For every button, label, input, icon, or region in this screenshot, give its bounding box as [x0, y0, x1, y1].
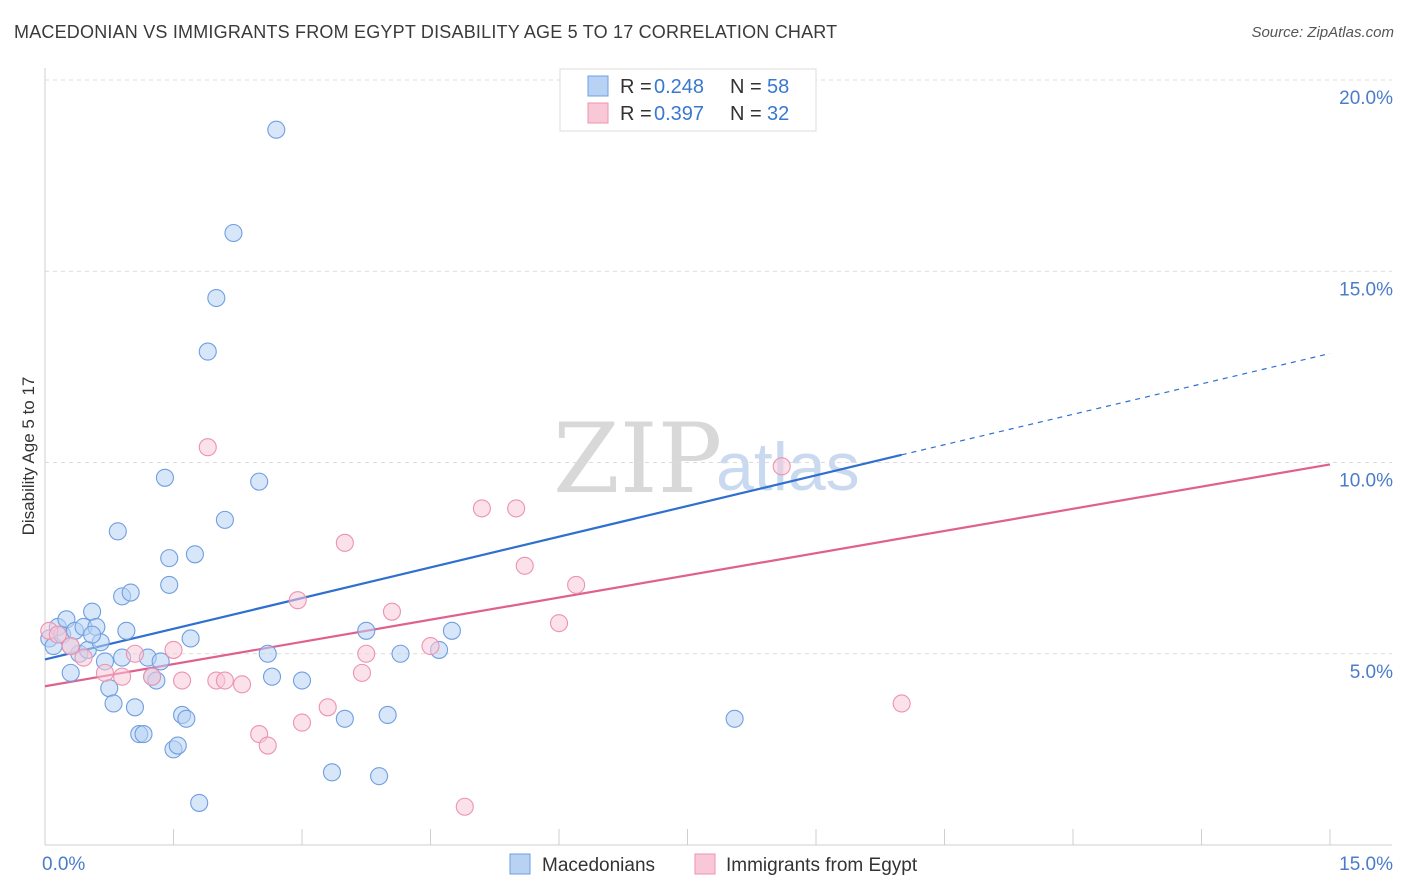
point-egypt: [421, 637, 440, 656]
point-egypt: [74, 648, 93, 667]
point-macedonians: [121, 583, 140, 602]
point-macedonians: [215, 510, 234, 529]
legend-r-value-1: 0.248: [654, 76, 704, 98]
legend-swatch-egypt: [587, 102, 609, 124]
point-egypt: [95, 663, 115, 682]
series-legend: Macedonians Immigrants from Egypt: [509, 853, 918, 876]
point-macedonians: [370, 767, 389, 786]
y-axis-label: Disability Age 5 to 17: [19, 377, 38, 536]
point-egypt: [292, 713, 312, 732]
point-macedonians: [335, 709, 354, 728]
gridlines: [45, 79, 1392, 655]
point-macedonians: [117, 621, 136, 640]
point-macedonians: [151, 652, 170, 671]
legend-r-key-1: R =: [620, 76, 652, 98]
point-macedonians: [725, 709, 744, 728]
point-macedonians: [181, 629, 200, 648]
point-macedonians: [207, 288, 226, 308]
correlation-legend: R = 0.248 N = 58 R = 0.397 N = 32: [559, 68, 817, 132]
point-macedonians: [262, 667, 282, 686]
bottom-legend-swatch-macedonians: [509, 853, 531, 875]
bottom-legend-swatch-egypt: [694, 853, 716, 875]
point-egypt: [335, 533, 354, 552]
y-tick-label: 20.0%: [1339, 88, 1393, 109]
chart-title: MACEDONIAN VS IMMIGRANTS FROM EGYPT DISA…: [14, 22, 838, 42]
point-egypt: [61, 637, 80, 656]
point-egypt: [357, 644, 376, 663]
bottom-legend-label-egypt: Immigrants from Egypt: [726, 855, 918, 876]
point-macedonians: [442, 621, 461, 640]
point-egypt: [164, 640, 183, 659]
point-macedonians: [168, 736, 187, 755]
y-tick-label: 10.0%: [1339, 471, 1393, 492]
x-tick-label-max: 15.0%: [1339, 854, 1393, 875]
point-macedonians: [155, 468, 174, 487]
watermark-zip: ZIP: [553, 403, 722, 515]
point-macedonians: [134, 725, 153, 744]
legend-r-key-2: R =: [620, 103, 652, 125]
trend-lines: [44, 352, 1331, 688]
legend-swatch-macedonians: [587, 75, 609, 97]
point-egypt: [288, 591, 307, 610]
point-egypt: [113, 667, 132, 686]
legend-n-key-1: N =: [730, 76, 762, 98]
point-egypt: [382, 602, 402, 621]
point-egypt: [515, 556, 534, 575]
point-egypt: [258, 736, 277, 755]
x-tick-label-min: 0.0%: [42, 854, 85, 875]
bottom-legend-label-macedonians: Macedonians: [542, 855, 655, 876]
point-macedonians: [198, 342, 217, 361]
point-macedonians: [267, 120, 286, 139]
point-egypt: [892, 694, 911, 713]
point-macedonians: [250, 472, 269, 491]
point-egypt: [143, 667, 162, 686]
point-egypt: [772, 457, 791, 476]
point-macedonians: [357, 621, 376, 640]
trend-extension-macedonians: [901, 352, 1331, 456]
point-egypt: [215, 671, 234, 690]
point-macedonians: [185, 545, 204, 564]
point-macedonians: [391, 644, 410, 663]
trend-line-egypt: [44, 463, 1331, 688]
point-macedonians: [125, 698, 144, 717]
legend-n-value-2: 32: [767, 103, 789, 125]
point-egypt: [507, 499, 526, 518]
point-macedonians: [83, 625, 102, 644]
point-egypt: [567, 575, 586, 594]
legend-n-key-2: N =: [730, 103, 762, 125]
point-macedonians: [61, 663, 80, 682]
legend-n-value-1: 58: [767, 76, 789, 98]
y-tick-label: 5.0%: [1350, 662, 1393, 683]
axes: [44, 68, 1392, 846]
point-macedonians: [322, 763, 342, 782]
point-macedonians: [258, 644, 277, 663]
tick-labels: 5.0% 10.0% 15.0% 20.0% 0.0% 15.0%: [42, 88, 1393, 875]
legend-r-value-2: 0.397: [654, 103, 704, 125]
point-macedonians: [224, 223, 243, 243]
point-egypt: [198, 438, 217, 457]
point-egypt: [173, 671, 192, 690]
point-egypt: [125, 644, 144, 663]
point-egypt: [549, 614, 569, 633]
point-macedonians: [160, 575, 179, 594]
point-macedonians: [104, 694, 123, 713]
point-egypt: [232, 675, 252, 694]
point-macedonians: [83, 602, 102, 621]
y-tick-label: 15.0%: [1339, 279, 1393, 300]
point-egypt: [48, 625, 67, 644]
point-macedonians: [378, 705, 397, 725]
point-macedonians: [160, 549, 179, 568]
point-macedonians: [292, 671, 312, 690]
point-macedonians: [190, 793, 209, 812]
point-macedonians: [108, 522, 127, 541]
point-egypt: [318, 698, 337, 717]
data-points: [40, 120, 911, 816]
point-egypt: [472, 499, 491, 518]
chart-source: Source: ZipAtlas.com: [1251, 24, 1394, 41]
trend-line-macedonians: [44, 453, 902, 661]
point-macedonians: [177, 709, 196, 728]
point-egypt: [455, 797, 474, 816]
point-egypt: [352, 663, 372, 682]
